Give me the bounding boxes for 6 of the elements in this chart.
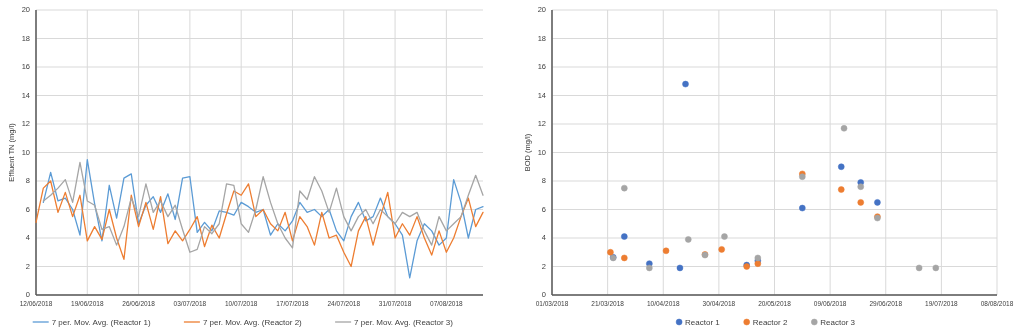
legend-label: Reactor 3 <box>820 317 856 327</box>
legend-label: 7 per. Mov. Avg. (Reactor 2) <box>202 317 303 327</box>
legend-label: Reactor 2 <box>752 317 788 327</box>
legend-label: Reactor 1 <box>685 317 721 327</box>
legend-label: 7 per. Mov. Avg. (Reactor 3) <box>354 317 454 327</box>
legend-label: 7 per. Mov. Avg. (Reactor 1) <box>51 317 151 327</box>
